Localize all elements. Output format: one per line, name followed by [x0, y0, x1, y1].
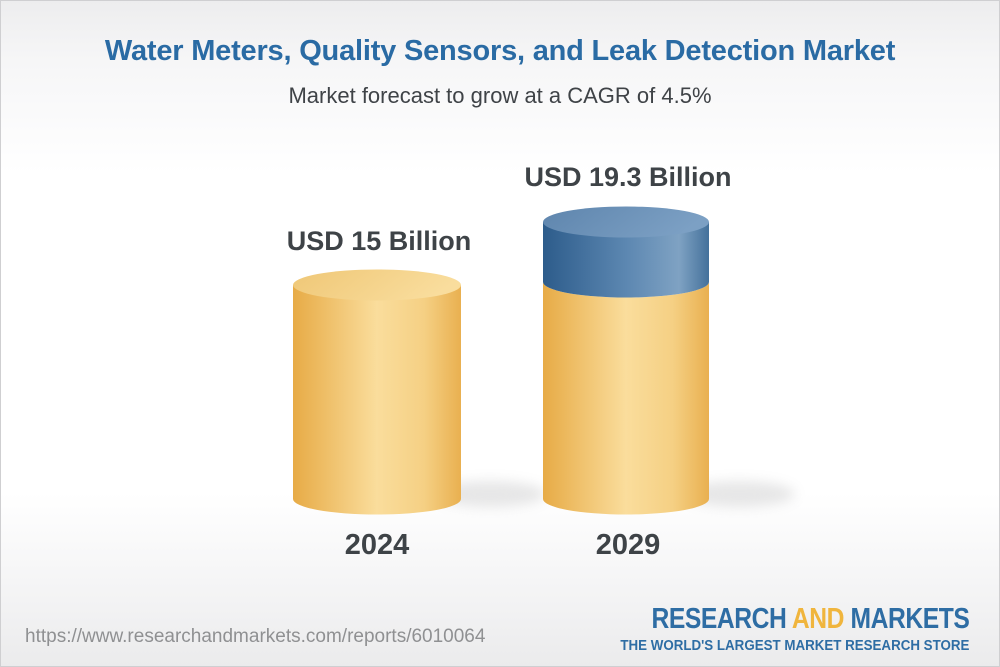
- logo-word-and: AND: [791, 603, 845, 635]
- bar-2029-base-segment: [543, 282, 709, 515]
- bar-2024: [293, 269, 461, 515]
- page-subtitle: Market forecast to grow at a CAGR of 4.5…: [288, 83, 712, 108]
- bar-2029-growth-segment: [543, 222, 709, 298]
- bar-2029: [543, 206, 709, 515]
- report-url: https://www.researchandmarkets.com/repor…: [25, 626, 486, 647]
- logo-tagline: THE WORLD'S LARGEST MARKET RESEARCH STOR…: [619, 638, 969, 654]
- bar-shadow-2029: [683, 481, 795, 507]
- bar-shadow-2024: [434, 481, 546, 507]
- value-label-2024: USD 15 Billion: [286, 226, 472, 256]
- logo-word-markets: MARKETS: [850, 603, 969, 635]
- category-label-2024: 2024: [344, 529, 410, 561]
- value-label-2029: USD 19.3 Billion: [524, 162, 732, 192]
- logo-wordmark: RESEARCH AND MARKETS: [647, 605, 969, 634]
- logo-word-research: RESEARCH: [651, 603, 787, 635]
- category-label-2029: 2029: [595, 529, 661, 561]
- company-logo: RESEARCH AND MARKETS THE WORLD'S LARGEST…: [590, 605, 969, 654]
- page-title: Water Meters, Quality Sensors, and Leak …: [104, 35, 896, 67]
